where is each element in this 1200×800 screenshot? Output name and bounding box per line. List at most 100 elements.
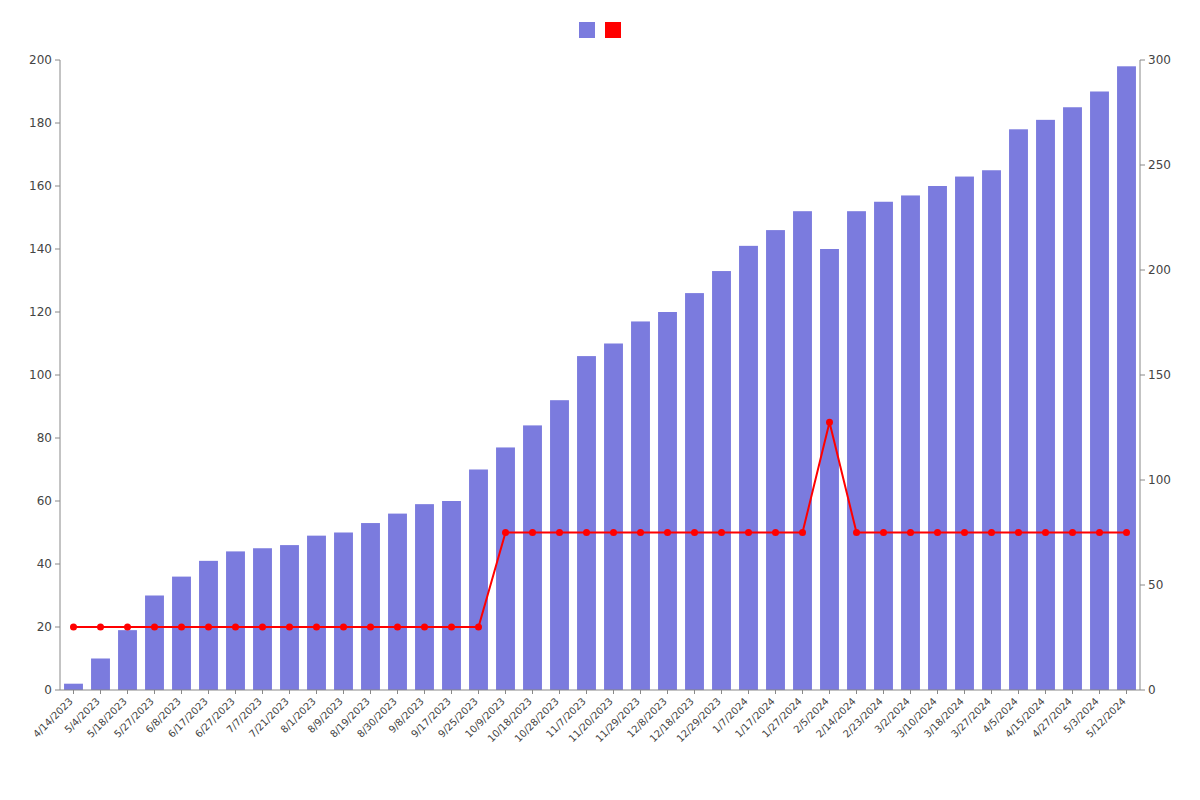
line-marker — [556, 529, 563, 536]
bar — [361, 523, 380, 690]
bar — [172, 577, 191, 690]
x-tick — [883, 690, 884, 694]
bar — [793, 211, 812, 690]
bar — [91, 659, 110, 691]
line-marker — [610, 529, 617, 536]
y-tick-label: 100 — [29, 368, 52, 382]
x-tick — [910, 690, 911, 694]
bar — [226, 551, 245, 690]
y2-tick — [1140, 585, 1145, 586]
x-tick — [1045, 690, 1046, 694]
bar — [820, 249, 839, 690]
bar — [550, 400, 569, 690]
y-tick — [55, 438, 60, 439]
x-tick-label: 12/29/2023 — [674, 696, 723, 745]
x-tick — [1018, 690, 1019, 694]
bar — [307, 536, 326, 690]
axes: 0204060801001201401601802000501001502002… — [29, 53, 1171, 744]
chart: 0204060801001201401601802000501001502002… — [0, 0, 1200, 800]
x-tick — [829, 690, 830, 694]
x-tick — [532, 690, 533, 694]
line-marker — [961, 529, 968, 536]
line-marker — [664, 529, 671, 536]
bar — [469, 470, 488, 691]
y-tick-label: 60 — [37, 494, 52, 508]
bar — [874, 202, 893, 690]
y2-tick — [1140, 165, 1145, 166]
x-tick — [208, 690, 209, 694]
line-marker — [880, 529, 887, 536]
x-tick — [1126, 690, 1127, 694]
bar — [955, 177, 974, 690]
x-tick — [721, 690, 722, 694]
bar — [712, 271, 731, 690]
y-tick-label: 80 — [37, 431, 52, 445]
y-tick-label: 0 — [44, 683, 52, 697]
line-marker — [745, 529, 752, 536]
y2-tick-label: 150 — [1148, 368, 1171, 382]
bar — [658, 312, 677, 690]
x-tick — [262, 690, 263, 694]
line-marker — [826, 419, 833, 426]
bar — [604, 344, 623, 691]
bar — [523, 425, 542, 690]
bar — [847, 211, 866, 690]
bar — [253, 548, 272, 690]
x-tick — [451, 690, 452, 694]
y2-tick — [1140, 375, 1145, 376]
x-tick — [289, 690, 290, 694]
x-tick — [775, 690, 776, 694]
y2-tick-label: 300 — [1148, 53, 1171, 67]
bar — [442, 501, 461, 690]
line-marker — [529, 529, 536, 536]
legend — [579, 22, 621, 38]
line-marker — [583, 529, 590, 536]
line-marker — [718, 529, 725, 536]
bar — [928, 186, 947, 690]
bar — [64, 684, 83, 690]
y2-tick-label: 100 — [1148, 473, 1171, 487]
line-marker — [1123, 529, 1130, 536]
line-marker — [1042, 529, 1049, 536]
x-tick — [937, 690, 938, 694]
line-marker — [853, 529, 860, 536]
x-tick — [964, 690, 965, 694]
y2-tick-label: 50 — [1148, 578, 1163, 592]
bar — [739, 246, 758, 690]
y-tick-label: 160 — [29, 179, 52, 193]
x-tick — [343, 690, 344, 694]
x-tick — [640, 690, 641, 694]
line-marker — [907, 529, 914, 536]
bar — [334, 533, 353, 691]
x-tick — [991, 690, 992, 694]
y-tick-label: 140 — [29, 242, 52, 256]
page: {"chart_data": {"type": "bar", "categori… — [0, 0, 1200, 800]
y-tick-label: 20 — [37, 620, 52, 634]
x-tick — [73, 690, 74, 694]
line-marker — [394, 624, 401, 631]
line-marker — [232, 624, 239, 631]
bar — [145, 596, 164, 691]
y-tick — [55, 627, 60, 628]
y-tick-label: 120 — [29, 305, 52, 319]
x-tick — [1099, 690, 1100, 694]
line-marker — [340, 624, 347, 631]
x-axis-line — [60, 690, 1140, 691]
y-tick — [55, 60, 60, 61]
bar — [1036, 120, 1055, 690]
x-tick — [748, 690, 749, 694]
y-tick — [55, 123, 60, 124]
line-marker — [1096, 529, 1103, 536]
bar — [388, 514, 407, 690]
y-tick-label: 200 — [29, 53, 52, 67]
y-tick — [55, 690, 60, 691]
y2-tick — [1140, 480, 1145, 481]
line-marker — [286, 624, 293, 631]
x-tick — [667, 690, 668, 694]
x-tick — [316, 690, 317, 694]
x-tick — [154, 690, 155, 694]
x-tick-label: 5/12/2024 — [1084, 696, 1128, 740]
line-marker — [772, 529, 779, 536]
x-tick — [478, 690, 479, 694]
line-marker — [151, 624, 158, 631]
